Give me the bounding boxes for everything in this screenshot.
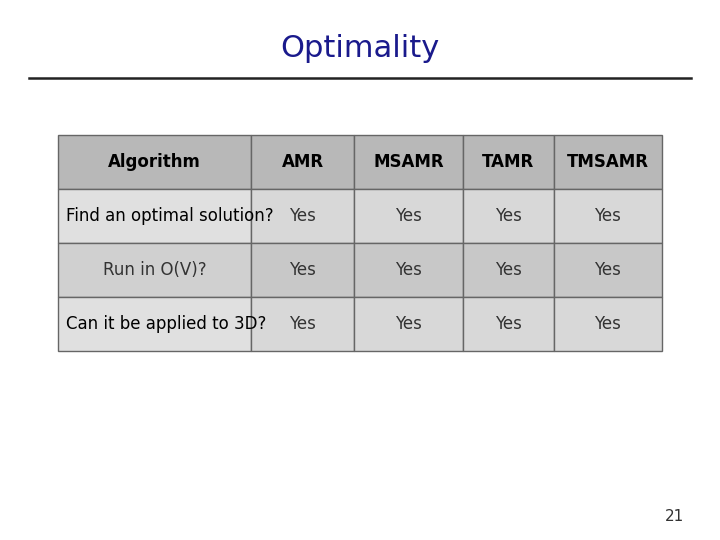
Text: Find an optimal solution?: Find an optimal solution?	[66, 207, 274, 225]
Text: 21: 21	[665, 509, 684, 524]
Text: Yes: Yes	[495, 315, 521, 333]
Text: Yes: Yes	[395, 261, 422, 279]
Text: Can it be applied to 3D?: Can it be applied to 3D?	[66, 315, 266, 333]
Text: Yes: Yes	[289, 261, 316, 279]
Text: MSAMR: MSAMR	[373, 153, 444, 171]
Text: Yes: Yes	[395, 207, 422, 225]
Text: Optimality: Optimality	[280, 34, 440, 63]
Text: TAMR: TAMR	[482, 153, 534, 171]
Text: Algorithm: Algorithm	[108, 153, 201, 171]
Text: Yes: Yes	[289, 315, 316, 333]
Text: AMR: AMR	[282, 153, 323, 171]
Text: Run in O(V)?: Run in O(V)?	[102, 261, 206, 279]
Text: TMSAMR: TMSAMR	[567, 153, 649, 171]
Text: Yes: Yes	[595, 261, 621, 279]
Text: Yes: Yes	[495, 261, 521, 279]
Text: Yes: Yes	[595, 207, 621, 225]
Text: Yes: Yes	[495, 207, 521, 225]
Text: Yes: Yes	[289, 207, 316, 225]
Text: Yes: Yes	[595, 315, 621, 333]
Text: Yes: Yes	[395, 315, 422, 333]
